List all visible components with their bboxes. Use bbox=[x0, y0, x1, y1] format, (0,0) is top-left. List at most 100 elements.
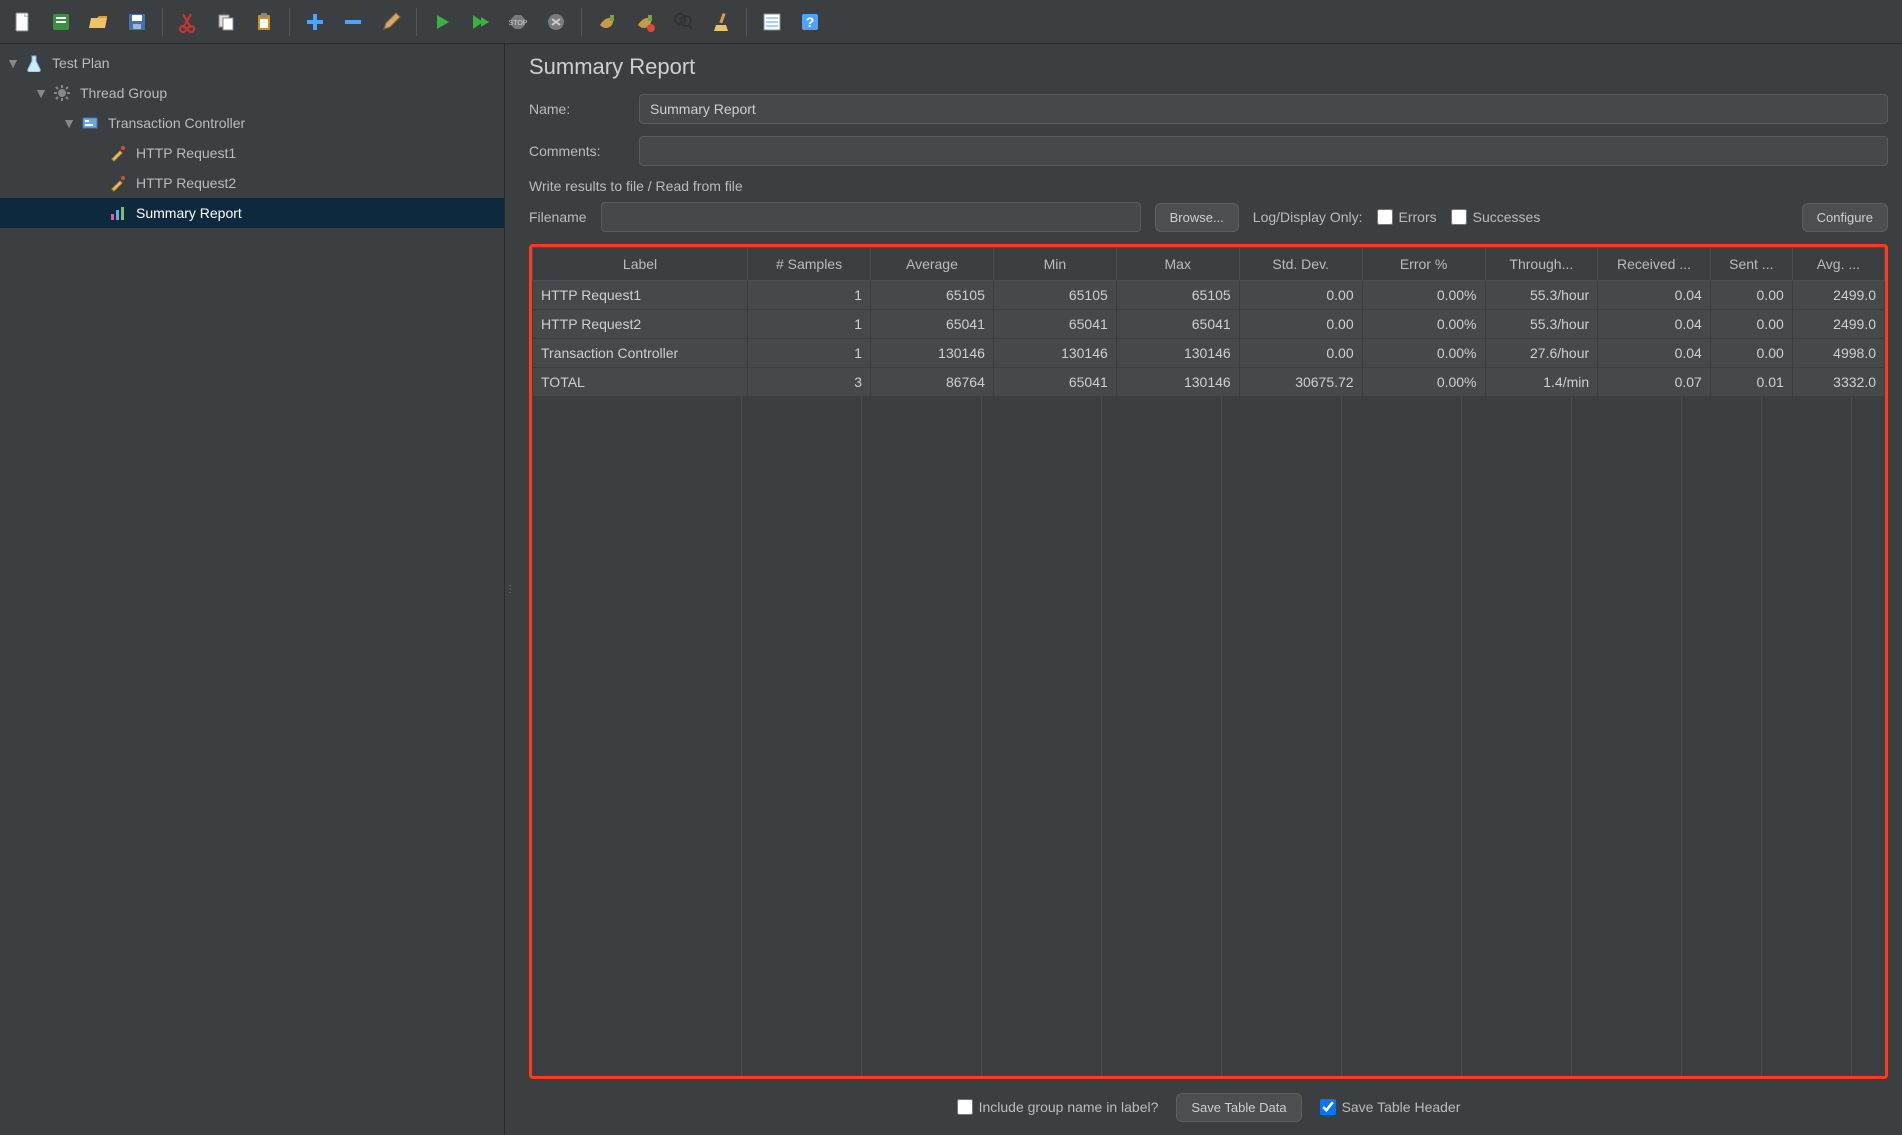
paste-button[interactable] bbox=[247, 5, 281, 39]
open-icon bbox=[88, 11, 110, 33]
help-icon: ? bbox=[799, 11, 821, 33]
broom-button[interactable] bbox=[704, 5, 738, 39]
properties-button[interactable] bbox=[755, 5, 789, 39]
copy-icon bbox=[215, 11, 237, 33]
table-cell: 86764 bbox=[870, 368, 993, 397]
run-remote-button[interactable] bbox=[463, 5, 497, 39]
search-icon bbox=[672, 11, 694, 33]
table-cell: 0.00 bbox=[1239, 310, 1362, 339]
remove-button[interactable] bbox=[336, 5, 370, 39]
table-cell: 2499.0 bbox=[1792, 310, 1884, 339]
shutdown-button[interactable] bbox=[539, 5, 573, 39]
save-table-header-checkbox[interactable]: Save Table Header bbox=[1320, 1099, 1461, 1115]
table-cell: 0.00% bbox=[1362, 310, 1485, 339]
footer-bar: Include group name in label? Save Table … bbox=[529, 1079, 1888, 1135]
table-cell: 65041 bbox=[993, 310, 1116, 339]
help-button[interactable]: ? bbox=[793, 5, 827, 39]
remove-icon bbox=[342, 11, 364, 33]
col-average[interactable]: Average bbox=[870, 248, 993, 281]
table-row[interactable]: HTTP Request216504165041650410.000.00%55… bbox=[533, 310, 1885, 339]
table-row[interactable]: TOTAL3867646504113014630675.720.00%1.4/m… bbox=[533, 368, 1885, 397]
col-error-[interactable]: Error % bbox=[1362, 248, 1485, 281]
copy-button[interactable] bbox=[209, 5, 243, 39]
table-cell: 65041 bbox=[870, 310, 993, 339]
search-button[interactable] bbox=[666, 5, 700, 39]
open-button[interactable] bbox=[82, 5, 116, 39]
table-cell: 0.00% bbox=[1362, 281, 1485, 310]
table-row[interactable]: Transaction Controller113014613014613014… bbox=[533, 339, 1885, 368]
run-button[interactable] bbox=[425, 5, 459, 39]
table-cell: 55.3/hour bbox=[1485, 281, 1598, 310]
table-cell: TOTAL bbox=[533, 368, 748, 397]
table-cell: 0.04 bbox=[1598, 339, 1711, 368]
new-template-icon bbox=[50, 11, 72, 33]
include-group-label: Include group name in label? bbox=[979, 1099, 1159, 1115]
clear-all-icon bbox=[634, 11, 656, 33]
new-template-button[interactable] bbox=[44, 5, 78, 39]
browse-button[interactable]: Browse... bbox=[1155, 203, 1239, 232]
tree-arrow-icon: ▼ bbox=[34, 85, 48, 101]
save-table-data-button[interactable]: Save Table Data bbox=[1176, 1093, 1301, 1122]
name-input[interactable] bbox=[639, 94, 1888, 124]
stop-button[interactable]: STOP bbox=[501, 5, 535, 39]
table-cell: 0.00% bbox=[1362, 368, 1485, 397]
tree-item-test-plan[interactable]: ▼Test Plan bbox=[0, 48, 504, 78]
filename-input[interactable] bbox=[601, 202, 1141, 232]
table-cell: 55.3/hour bbox=[1485, 310, 1598, 339]
tree-arrow-icon: ▼ bbox=[6, 55, 20, 71]
save-button[interactable] bbox=[120, 5, 154, 39]
comments-input[interactable] bbox=[639, 136, 1888, 166]
table-cell: Transaction Controller bbox=[533, 339, 748, 368]
table-cell: 2499.0 bbox=[1792, 281, 1884, 310]
col-label[interactable]: Label bbox=[533, 248, 748, 281]
col-through-[interactable]: Through... bbox=[1485, 248, 1598, 281]
table-cell: 130146 bbox=[993, 339, 1116, 368]
col-min[interactable]: Min bbox=[993, 248, 1116, 281]
comments-label: Comments: bbox=[529, 143, 639, 159]
table-cell: 65105 bbox=[870, 281, 993, 310]
tree-item-http-request1[interactable]: HTTP Request1 bbox=[0, 138, 504, 168]
table-cell: 1 bbox=[748, 339, 871, 368]
configure-button[interactable]: Configure bbox=[1802, 203, 1888, 232]
tree-item-transaction-controller[interactable]: ▼Transaction Controller bbox=[0, 108, 504, 138]
tree-item-label: Summary Report bbox=[136, 205, 242, 221]
cut-icon bbox=[177, 11, 199, 33]
successes-checkbox-label: Successes bbox=[1473, 209, 1541, 225]
clear-button[interactable] bbox=[590, 5, 624, 39]
new-file-button[interactable] bbox=[6, 5, 40, 39]
pipette-icon bbox=[108, 143, 128, 163]
clear-icon bbox=[596, 11, 618, 33]
col--samples[interactable]: # Samples bbox=[748, 248, 871, 281]
pane-splitter[interactable]: ⋮ bbox=[505, 44, 515, 1135]
clear-all-button[interactable] bbox=[628, 5, 662, 39]
gear-icon bbox=[52, 83, 72, 103]
log-display-label: Log/Display Only: bbox=[1253, 209, 1363, 225]
tree-item-summary-report[interactable]: Summary Report bbox=[0, 198, 504, 228]
tree-item-http-request2[interactable]: HTTP Request2 bbox=[0, 168, 504, 198]
include-group-checkbox[interactable]: Include group name in label? bbox=[957, 1099, 1159, 1115]
tc-icon bbox=[80, 113, 100, 133]
tree-item-thread-group[interactable]: ▼ Thread Group bbox=[0, 78, 504, 108]
table-cell: 65041 bbox=[993, 368, 1116, 397]
col-std-dev-[interactable]: Std. Dev. bbox=[1239, 248, 1362, 281]
results-table-wrap: Label# SamplesAverageMinMaxStd. Dev.Erro… bbox=[529, 244, 1888, 1079]
properties-icon bbox=[761, 11, 783, 33]
table-cell: 3332.0 bbox=[1792, 368, 1884, 397]
table-cell: 0.04 bbox=[1598, 281, 1711, 310]
errors-checkbox[interactable]: Errors bbox=[1377, 209, 1437, 225]
col-avg-[interactable]: Avg. ... bbox=[1792, 248, 1884, 281]
content-pane: Summary Report Name: Comments: Write res… bbox=[515, 44, 1902, 1135]
col-max[interactable]: Max bbox=[1116, 248, 1239, 281]
shutdown-icon bbox=[545, 11, 567, 33]
table-empty-area bbox=[532, 397, 1885, 1076]
stop-icon: STOP bbox=[507, 11, 529, 33]
add-button[interactable] bbox=[298, 5, 332, 39]
col-received-[interactable]: Received ... bbox=[1598, 248, 1711, 281]
edit-button[interactable] bbox=[374, 5, 408, 39]
table-row[interactable]: HTTP Request116510565105651050.000.00%55… bbox=[533, 281, 1885, 310]
successes-checkbox[interactable]: Successes bbox=[1451, 209, 1541, 225]
col-sent-[interactable]: Sent ... bbox=[1710, 248, 1792, 281]
tree-item-label: Thread Group bbox=[80, 85, 167, 101]
tree-pane: ▼Test Plan▼Thread Group▼Transaction Cont… bbox=[0, 44, 505, 1135]
cut-button[interactable] bbox=[171, 5, 205, 39]
